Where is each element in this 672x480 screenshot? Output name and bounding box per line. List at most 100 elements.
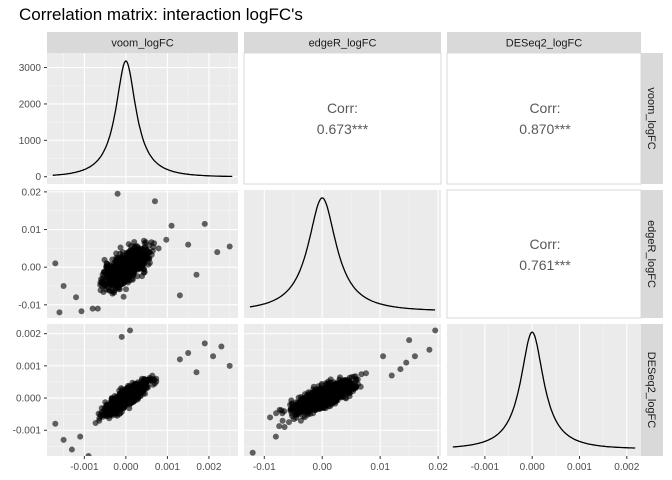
y-tick-label-edgeR_logFC: 0.00 [22, 263, 42, 274]
scatter-point [298, 396, 305, 403]
scatter-point [94, 305, 101, 312]
scatter-point [99, 279, 106, 286]
scatter-point [357, 383, 364, 390]
scatter-point-outlier [60, 283, 67, 289]
scatter-point-outlier [89, 305, 96, 312]
scatter-point-outlier [403, 359, 410, 366]
scatter-point [106, 279, 113, 286]
strip-label-voom-logfc-right: voom_logFC [645, 87, 657, 149]
scatter-point [122, 261, 129, 268]
panel-voom_logFC-DESeq2_logFC [446, 52, 642, 185]
corr-label-deseq2-edger: Corr: [529, 236, 560, 252]
scatter-point [104, 264, 111, 271]
scatter-point-outlier [226, 243, 233, 250]
y-tick-label-DESeq2_logFC: 0.000 [16, 394, 41, 405]
x-tick-label-voom_logFC: 0.002 [196, 462, 221, 473]
scatter-point [276, 423, 283, 430]
panel-edgeR_logFC-edgeR_logFC [244, 190, 441, 318]
scatter-point-outlier [127, 327, 134, 334]
panel-edgeR_logFC-voom_logFC [47, 190, 238, 318]
scatter-point [109, 288, 116, 295]
scatter-point-outlier [60, 436, 67, 443]
scatter-point [293, 410, 300, 417]
scatter-point [112, 401, 119, 408]
scatter-point [287, 407, 294, 414]
strips-layer: voom_logFC edgeR_logFC DESeq2_logFC voom… [47, 32, 663, 456]
scatter-point [163, 236, 170, 243]
scatter-point-outlier [56, 309, 63, 316]
scatter-point [78, 308, 85, 315]
scatter-point [120, 268, 127, 275]
correlation-panel-border [446, 52, 642, 185]
scatter-point-outlier [73, 294, 80, 301]
scatter-point [124, 385, 131, 392]
points-group [52, 190, 233, 316]
panel-voom_logFC-voom_logFC [47, 53, 238, 184]
scatter-point-outlier [281, 424, 288, 431]
scatter-point [127, 271, 134, 278]
scatter-point-outlier [201, 340, 208, 347]
scatter-point [287, 401, 294, 408]
scatter-point-outlier [201, 220, 208, 227]
scatter-point [307, 398, 314, 405]
right-strip-voom: voom_logFC [641, 53, 663, 184]
scatter-point-outlier [52, 260, 59, 267]
panel-background [447, 324, 641, 456]
y-tick-label-edgeR_logFC: 0.01 [22, 225, 42, 236]
scatter-point [123, 255, 130, 262]
right-strip-deseq2: DESeq2_logFC [641, 324, 663, 456]
scatter-point [145, 261, 152, 268]
points-group [52, 327, 233, 456]
scatter-point [112, 282, 119, 289]
scatter-point-outlier [432, 327, 439, 334]
scatter-point [113, 274, 120, 281]
x-tick-label-DESeq2_logFC: 0.002 [614, 462, 639, 473]
scatter-point [326, 388, 333, 394]
correlation-labels: Corr: 0.673*** Corr: 0.870*** Corr: 0.76… [317, 100, 571, 273]
corr-value-deseq2-voom: 0.870*** [519, 121, 571, 137]
scatter-point [353, 384, 359, 391]
scatter-point [312, 396, 319, 403]
scatter-point-outlier [118, 333, 125, 340]
density-curve-voom_logFC [52, 60, 233, 178]
scatter-point [332, 394, 339, 401]
scatter-point-outlier [380, 353, 387, 360]
scatter-point [289, 413, 296, 419]
y-tick-label-voom_logFC: 1000 [19, 136, 42, 147]
y-tick-label-voom_logFC: 3000 [19, 63, 42, 74]
panel-DESeq2_logFC-voom_logFC [47, 324, 238, 456]
y-tick-label-edgeR_logFC: 0.02 [22, 187, 42, 198]
scatter-point [140, 258, 147, 265]
scatter-point-outlier [176, 356, 183, 363]
x-tick-label-DESeq2_logFC: -0.001 [471, 462, 500, 473]
scatter-point [310, 383, 317, 390]
corr-value-deseq2-edger: 0.761*** [519, 257, 571, 273]
scatter-point [130, 390, 137, 397]
strip-label-deseq2-logfc: DESeq2_logFC [506, 38, 582, 50]
scatter-point [92, 420, 99, 426]
scatter-point-outlier [249, 449, 256, 456]
top-strip-voom: voom_logFC [47, 32, 238, 53]
density-curve-DESeq2_logFC [452, 331, 636, 449]
correlation-panel-border [243, 52, 442, 185]
top-strip-deseq2: DESeq2_logFC [447, 32, 641, 53]
scatter-point-outlier [68, 446, 75, 453]
y-tick-label-voom_logFC: 0 [35, 172, 41, 183]
scatter-point [363, 370, 369, 377]
scatter-point [358, 371, 365, 378]
scatter-point [146, 242, 153, 249]
density-curve-edgeR_logFC [249, 197, 436, 311]
scatter-point-outlier [388, 372, 395, 379]
points-group [249, 327, 439, 456]
tick-labels: -0.001 0.000 0.001 0.002 -0.01 0.00 0.01 0.02 -0… [13, 63, 640, 473]
scatter-point [342, 378, 349, 385]
scatter-point-outlier [218, 343, 225, 350]
panel-DESeq2_logFC-DESeq2_logFC [447, 324, 641, 456]
corr-value-edger-voom: 0.673*** [317, 121, 369, 137]
scatter-point [115, 258, 122, 265]
scatter-point [103, 269, 110, 276]
scatter-point [119, 249, 126, 256]
scatter-point [321, 397, 328, 404]
panel-edgeR_logFC-DESeq2_logFC [446, 189, 642, 319]
